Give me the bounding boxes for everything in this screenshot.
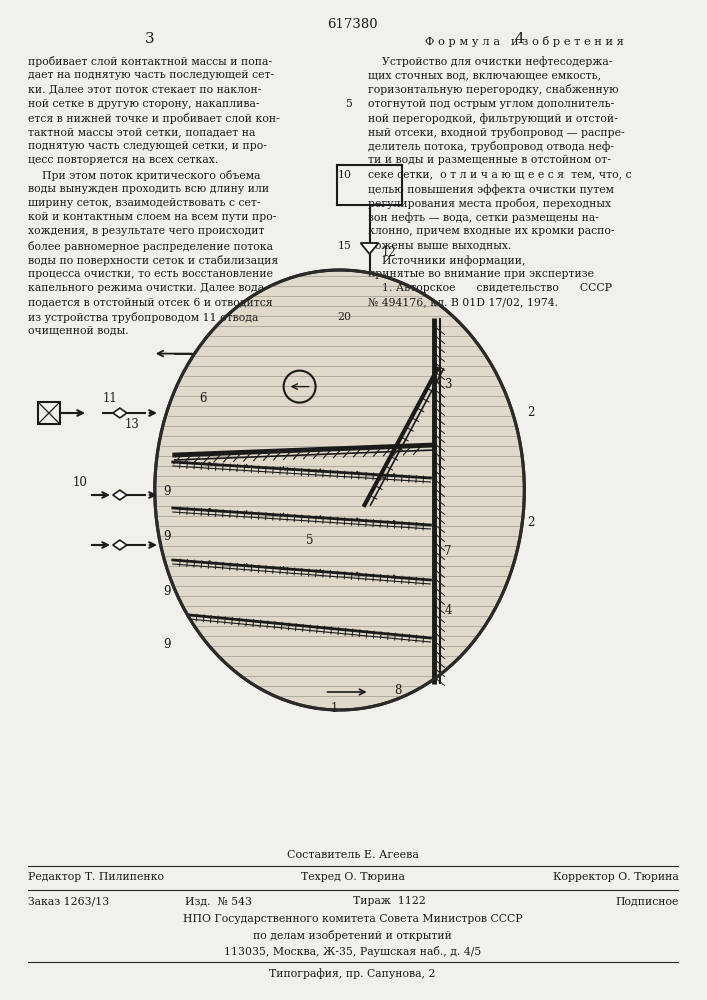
Text: дает на поднятую часть последующей сет-: дает на поднятую часть последующей сет- [28, 70, 274, 80]
Text: пробивает слой контактной массы и попа-: пробивает слой контактной массы и попа- [28, 56, 272, 67]
Text: 1: 1 [331, 702, 338, 715]
Text: Составитель Е. Агеева: Составитель Е. Агеева [286, 850, 419, 860]
Text: принятые во внимание при экспертизе: принятые во внимание при экспертизе [368, 269, 594, 279]
Text: Подписное: Подписное [616, 896, 679, 906]
Text: 7: 7 [445, 545, 452, 558]
Ellipse shape [155, 270, 525, 710]
Text: Ф о р м у л а   и з о б р е т е н и я: Ф о р м у л а и з о б р е т е н и я [425, 36, 624, 47]
Text: регулирования места пробоя, переходных: регулирования места пробоя, переходных [368, 198, 611, 209]
Text: 5: 5 [306, 534, 313, 546]
Text: ширину сеток, взаимодействовать с сет-: ширину сеток, взаимодействовать с сет- [28, 198, 260, 208]
Text: ной сетке в другую сторону, накаплива-: ной сетке в другую сторону, накаплива- [28, 99, 259, 109]
Text: щих сточных вод, включающее емкость,: щих сточных вод, включающее емкость, [368, 70, 601, 80]
Text: капельного режима очистки. Далее вода: капельного режима очистки. Далее вода [28, 283, 264, 293]
Text: воды вынужден проходить всю длину или: воды вынужден проходить всю длину или [28, 184, 269, 194]
Text: 10: 10 [337, 170, 351, 180]
Text: 4: 4 [515, 32, 524, 46]
Text: цесс повторяется на всех сетках.: цесс повторяется на всех сетках. [28, 155, 218, 165]
Polygon shape [113, 408, 127, 418]
Text: Устройство для очистки нефтесодержа-: Устройство для очистки нефтесодержа- [368, 56, 612, 67]
Text: ной перегородкой, фильтрующий и отстой-: ной перегородкой, фильтрующий и отстой- [368, 113, 617, 124]
Text: воды по поверхности сеток и стабилизация: воды по поверхности сеток и стабилизация [28, 255, 279, 266]
Text: по делам изобретений и открытий: по делам изобретений и открытий [253, 930, 452, 941]
Text: поднятую часть следующей сетки, и про-: поднятую часть следующей сетки, и про- [28, 141, 267, 151]
Text: 2: 2 [527, 516, 534, 530]
Text: хождения, в результате чего происходит: хождения, в результате чего происходит [28, 226, 264, 236]
Text: 5: 5 [345, 99, 351, 109]
Text: Изд.  № 543: Изд. № 543 [185, 896, 252, 906]
Text: очищенной воды.: очищенной воды. [28, 326, 129, 336]
Text: тактной массы этой сетки, попадает на: тактной массы этой сетки, попадает на [28, 127, 255, 137]
Text: 12: 12 [382, 245, 396, 258]
Text: 15: 15 [338, 241, 351, 251]
Text: При этом поток критического объема: При этом поток критического объема [28, 170, 260, 181]
Text: 4: 4 [445, 604, 452, 617]
Text: 3: 3 [145, 32, 155, 46]
Text: Источники информации,: Источники информации, [368, 255, 525, 266]
Text: процесса очистки, то есть восстановление: процесса очистки, то есть восстановление [28, 269, 273, 279]
Text: более равномерное распределение потока: более равномерное распределение потока [28, 241, 273, 252]
Text: 617380: 617380 [327, 18, 378, 31]
Text: 13: 13 [125, 418, 140, 432]
Polygon shape [113, 540, 127, 550]
Text: НПО Государственного комитета Совета Министров СССР: НПО Государственного комитета Совета Мин… [182, 914, 522, 924]
Text: секе сетки,  о т л и ч а ю щ е е с я  тем, что, с: секе сетки, о т л и ч а ю щ е е с я тем,… [368, 170, 631, 180]
Text: из устройства трубопроводом 11 отвода: из устройства трубопроводом 11 отвода [28, 312, 258, 323]
Text: клонно, причем входные их кромки распо-: клонно, причем входные их кромки распо- [368, 226, 614, 236]
Text: Тираж  1122: Тираж 1122 [353, 896, 426, 906]
Text: № 494176, кл. В 01D 17/02, 1974.: № 494176, кл. В 01D 17/02, 1974. [368, 297, 558, 307]
Polygon shape [113, 490, 127, 500]
Text: ложены выше выходных.: ложены выше выходных. [368, 241, 511, 251]
Text: ется в нижней точке и пробивает слой кон-: ется в нижней точке и пробивает слой кон… [28, 113, 280, 124]
Polygon shape [361, 243, 378, 254]
Text: 8: 8 [395, 684, 402, 696]
Text: ти и воды и размещенные в отстойном от-: ти и воды и размещенные в отстойном от- [368, 155, 610, 165]
Text: Техред О. Тюрина: Техред О. Тюрина [300, 872, 404, 882]
Text: горизонтальную перегородку, снабженную: горизонтальную перегородку, снабженную [368, 84, 618, 95]
Text: 9: 9 [163, 485, 170, 498]
Text: 9: 9 [163, 530, 170, 543]
Text: Корректор О. Тюрина: Корректор О. Тюрина [554, 872, 679, 882]
Text: Заказ 1263/13: Заказ 1263/13 [28, 896, 109, 906]
Text: зон нефть — вода, сетки размещены на-: зон нефть — вода, сетки размещены на- [368, 212, 598, 223]
Bar [38, 402, 60, 424]
Text: ки. Далее этот поток стекает по наклон-: ки. Далее этот поток стекает по наклон- [28, 84, 262, 94]
Text: отогнутой под острым углом дополнитель-: отогнутой под острым углом дополнитель- [368, 99, 614, 109]
Text: ный отсеки, входной трубопровод — распре-: ный отсеки, входной трубопровод — распре… [368, 127, 624, 138]
Text: 10: 10 [72, 477, 88, 489]
Text: 6: 6 [200, 392, 207, 406]
Text: 20: 20 [337, 312, 351, 322]
Text: 9: 9 [163, 638, 170, 651]
Text: Типография, пр. Сапунова, 2: Типография, пр. Сапунова, 2 [269, 968, 436, 979]
Text: кой и контактным слоем на всем пути про-: кой и контактным слоем на всем пути про- [28, 212, 276, 222]
Text: Редактор Т. Пилипенко: Редактор Т. Пилипенко [28, 872, 164, 882]
Text: 3: 3 [445, 378, 452, 391]
Text: целью повышения эффекта очистки путем: целью повышения эффекта очистки путем [368, 184, 614, 195]
Text: 11: 11 [103, 392, 117, 406]
Text: делитель потока, трубопровод отвода неф-: делитель потока, трубопровод отвода неф- [368, 141, 614, 152]
Text: 113035, Москва, Ж-35, Раушская наб., д. 4/5: 113035, Москва, Ж-35, Раушская наб., д. … [224, 946, 481, 957]
Text: 9: 9 [163, 585, 170, 598]
Text: подается в отстойный отсек 6 и отводится: подается в отстойный отсек 6 и отводится [28, 297, 273, 307]
Text: 1. Авторское      свидетельство      СССР: 1. Авторское свидетельство СССР [368, 283, 612, 293]
Text: 2: 2 [527, 406, 534, 420]
